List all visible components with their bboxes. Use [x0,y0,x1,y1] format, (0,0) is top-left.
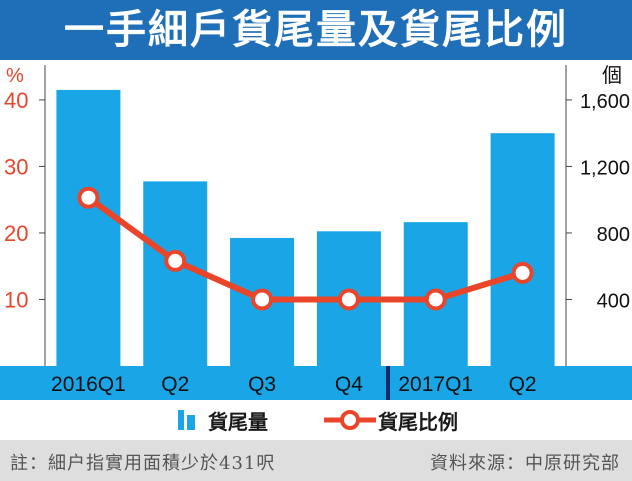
left-tick-label: 40 [4,88,28,113]
bar-1 [143,181,208,366]
category-axis-band [0,366,632,400]
combo-chart: % 個 10 20 30 40 400 800 1,200 1,600 2016Q1 Q2 Q3 Q4 20… [0,63,632,400]
left-tick-label: 30 [4,154,28,179]
right-tick-label: 800 [597,224,630,246]
bar-legend-icon [178,410,195,430]
category-label: Q4 [335,373,363,396]
legend-label-bars: 貨尾量 [208,409,268,434]
category-label: Q2 [509,373,537,396]
ratio-point-0 [77,186,100,209]
bar-5 [490,133,555,366]
ratio-line [86,195,524,303]
legend-item-line: 貨尾比例 [322,405,458,435]
right-tick-label: 1,200 [580,157,630,179]
left-tick-label: 10 [4,287,28,312]
category-label: 2016Q1 [51,373,126,396]
right-tick-label: 400 [597,290,630,312]
source-note: 資料來源：中原研究部 [430,453,620,474]
bar-0 [56,89,121,366]
right-tick-label: 1,600 [580,91,630,113]
ratio-point-2 [251,288,274,311]
left-axis-unit: % [6,65,24,87]
left-tick-label: 20 [4,221,28,246]
legend-item-bars: 貨尾量 [176,405,268,435]
title-bar: 一手細戶貨尾量及貨尾比例 [0,0,632,60]
category-label: Q2 [161,373,189,396]
category-label: Q3 [248,373,276,396]
chart-title: 一手細戶貨尾量及貨尾比例 [64,7,568,53]
ratio-point-3 [337,288,360,311]
category-label: 2017Q1 [398,373,473,396]
ratio-point-1 [164,249,187,272]
ratio-point-5 [511,261,534,284]
line-legend-icon [324,410,376,430]
right-axis-unit: 個 [602,63,622,87]
footer: 註：細户指實用面積少於431呎 資料來源：中原研究部 [0,440,632,481]
legend: 貨尾量 貨尾比例 [0,400,632,440]
ratio-point-4 [424,288,447,311]
footnote: 註：細户指實用面積少於431呎 [10,453,276,474]
legend-label-line: 貨尾比例 [378,409,458,434]
